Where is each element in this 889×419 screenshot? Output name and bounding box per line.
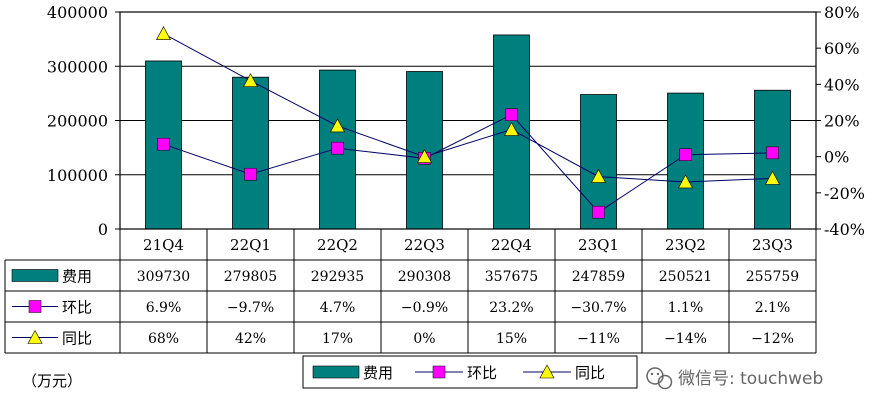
marker-square — [505, 108, 518, 121]
table-cell: 357675 — [485, 269, 538, 285]
y-left-tick-label: 200000 — [47, 112, 108, 131]
marker-square — [679, 148, 692, 161]
y-right-tick-label: -20% — [824, 184, 865, 203]
table-cell: 292935 — [311, 269, 364, 285]
marker-triangle — [155, 26, 172, 41]
watermark-text: 微信号: touchweb — [678, 369, 823, 389]
marker-square — [28, 300, 42, 313]
watermark: 微信号: touchweb — [646, 367, 823, 390]
line-markers — [155, 26, 781, 219]
legend: 费用 环比 同比 — [302, 355, 638, 389]
marker-triangle — [242, 73, 259, 88]
wechat-icon — [646, 367, 673, 390]
x-tick-label: 23Q1 — [578, 236, 619, 254]
table-cell: 23.2% — [489, 300, 533, 316]
table-row-label: 费用 — [11, 268, 92, 286]
table-cell: 247859 — [572, 269, 625, 285]
y-axis-left: 0 100000 200000 300000 400000 — [47, 3, 120, 239]
y-left-tick-label: 100000 — [47, 166, 108, 185]
series-name: 费用 — [62, 268, 92, 286]
y-right-tick-label: -40% — [824, 220, 865, 239]
marker-triangle — [416, 149, 433, 163]
x-tick-label: 21Q4 — [143, 236, 184, 254]
x-tick-label: 22Q4 — [491, 236, 532, 254]
table-cell: −11% — [577, 331, 620, 347]
legend-key-bar — [312, 365, 360, 379]
table-cell: 290308 — [398, 269, 451, 285]
marker-square — [766, 146, 779, 160]
unit-label: （万元） — [22, 372, 82, 390]
y-right-tick-label: 60% — [824, 39, 860, 58]
x-tick-label: 23Q3 — [752, 236, 793, 254]
x-tick-label: 22Q1 — [230, 236, 271, 254]
marker-triangle — [677, 174, 694, 189]
marker-square — [157, 137, 170, 151]
series-name: 同比 — [62, 330, 92, 348]
table-cell: −12% — [751, 331, 794, 347]
table-cell: −0.9% — [401, 300, 448, 316]
table-cell: 255759 — [746, 269, 799, 285]
y-right-tick-label: 20% — [824, 112, 860, 131]
y-axis-right: -40% -20% 0% 20% 40% 60% 80% — [816, 3, 865, 239]
table-cell: −14% — [664, 331, 707, 347]
series-name: 环比 — [62, 299, 92, 317]
y-left-tick-label: 300000 — [47, 57, 108, 76]
table-cell: 42% — [235, 331, 266, 347]
bar — [754, 89, 791, 230]
legend-label: 费用 — [363, 364, 393, 382]
marker-triangle — [590, 168, 607, 183]
line-series — [163, 33, 773, 213]
y-left-tick-label: 0 — [98, 220, 108, 239]
marker-square — [432, 365, 446, 379]
table-row-label: 同比 — [12, 330, 92, 348]
table-cell: 68% — [148, 331, 179, 347]
bar — [232, 76, 269, 230]
table-cell: 279805 — [224, 269, 277, 285]
y-right-tick-label: 40% — [824, 75, 860, 94]
table-cell: 2.1% — [755, 300, 791, 316]
y-right-tick-label: 0% — [824, 148, 849, 167]
y-right-tick-label: 80% — [824, 3, 860, 22]
marker-triangle — [503, 121, 520, 136]
gridlines — [120, 11, 816, 176]
table-cell: −9.7% — [227, 300, 274, 316]
marker-square — [244, 167, 257, 181]
table-cell: 17% — [322, 331, 353, 347]
table-cell: 6.9% — [146, 300, 182, 316]
marker-square — [331, 141, 344, 155]
y-left-tick-label: 400000 — [47, 3, 108, 22]
table-cell: 0% — [413, 331, 435, 347]
legend-label: 同比 — [575, 364, 605, 382]
x-tick-label: 23Q2 — [665, 236, 706, 254]
x-tick-label: 22Q2 — [317, 236, 358, 254]
legend-label: 环比 — [467, 364, 497, 382]
marker-triangle — [539, 364, 555, 379]
bar-series — [145, 34, 791, 230]
marker-triangle — [764, 170, 781, 185]
bar — [667, 92, 704, 230]
legend-key-bar — [11, 269, 59, 282]
table-row-label: 环比 — [12, 299, 92, 317]
table-cell: −30.7% — [570, 300, 626, 316]
table-cell: 4.7% — [320, 300, 356, 316]
table-cell: 1.1% — [668, 300, 704, 316]
marker-triangle — [329, 118, 346, 133]
marker-square — [592, 205, 605, 219]
table-cell: 250521 — [659, 269, 712, 285]
table-cell: 309730 — [137, 269, 190, 285]
x-tick-label: 22Q3 — [404, 236, 445, 254]
table-cell: 15% — [496, 331, 527, 347]
line-huanbi — [163, 114, 773, 213]
marker-triangle — [27, 329, 43, 344]
line-tongbi — [163, 33, 773, 183]
